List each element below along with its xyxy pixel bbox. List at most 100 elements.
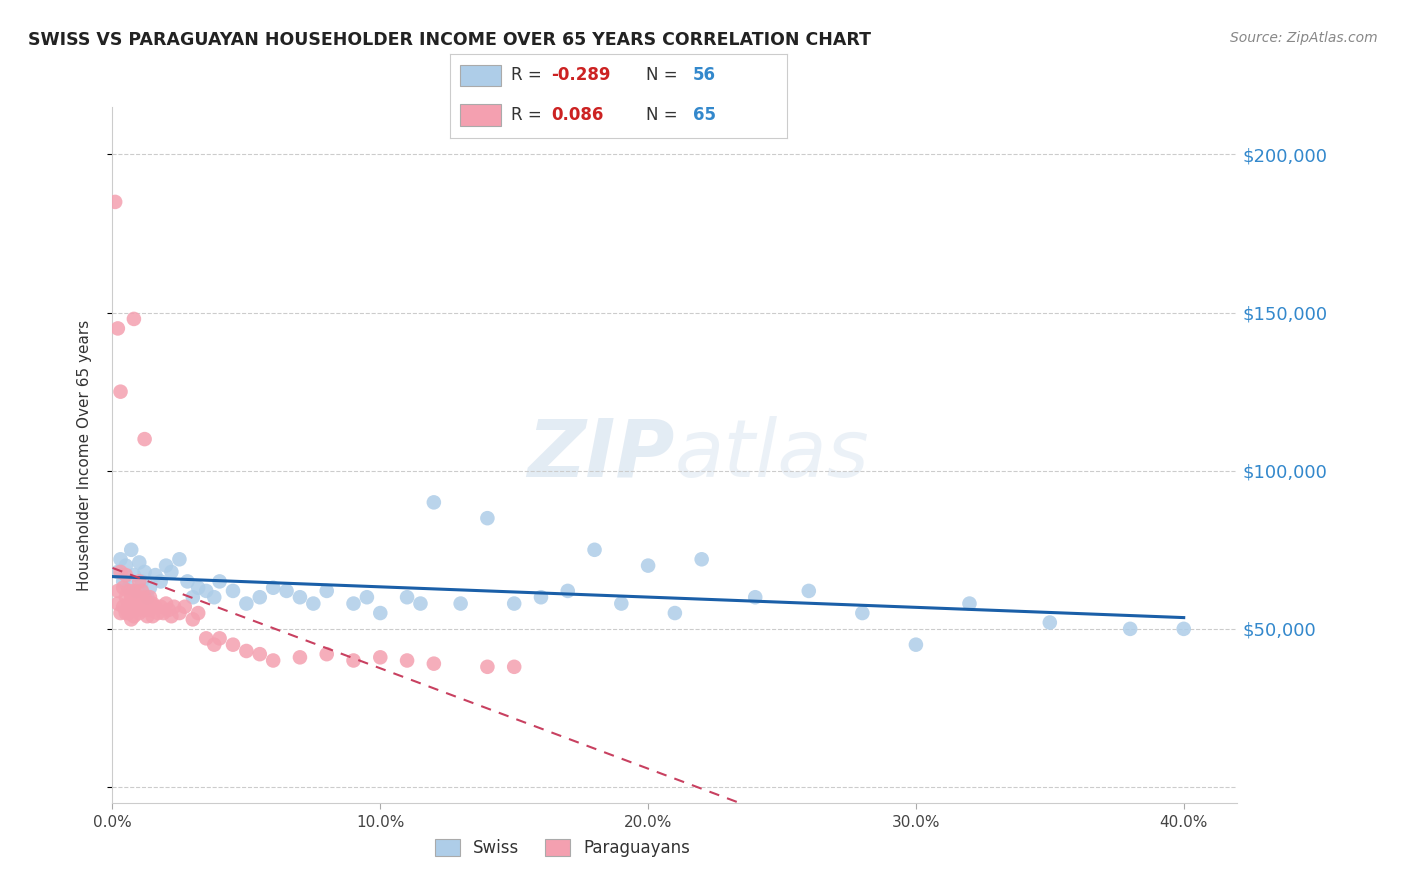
Swiss [235,597,257,611]
Swiss [851,606,873,620]
Paraguayans [169,606,191,620]
Paraguayans [136,609,159,624]
Text: Source: ZipAtlas.com: Source: ZipAtlas.com [1230,31,1378,45]
Paraguayans [139,591,162,605]
Paraguayans [503,660,526,674]
Swiss [222,583,245,598]
Swiss [128,556,150,570]
Swiss [122,568,145,582]
Paraguayans [142,609,165,624]
Text: -0.289: -0.289 [551,66,610,84]
Swiss [583,542,606,557]
Paraguayans [110,565,132,579]
Swiss [181,591,204,605]
Swiss [396,591,419,605]
Swiss [120,542,142,557]
Paraguayans [115,568,138,582]
Legend: Swiss, Paraguayans: Swiss, Paraguayans [429,832,696,864]
Swiss [288,591,311,605]
Swiss [276,583,298,598]
Paraguayans [122,597,145,611]
Paraguayans [131,597,153,611]
Swiss [117,581,139,595]
Text: N =: N = [645,66,682,84]
Swiss [1039,615,1062,630]
Swiss [368,606,391,620]
Swiss [249,591,271,605]
Paraguayans [195,632,218,646]
Paraguayans [155,597,177,611]
Text: 56: 56 [693,66,716,84]
Paraguayans [117,597,139,611]
Paraguayans [120,591,142,605]
Swiss [315,583,337,598]
Text: ZIP: ZIP [527,416,675,494]
Swiss [187,581,209,595]
Paraguayans [128,574,150,589]
Swiss [342,597,364,611]
Text: R =: R = [510,66,547,84]
Swiss [637,558,659,573]
Swiss [797,583,820,598]
Paraguayans [110,606,132,620]
Text: 0.086: 0.086 [551,106,603,124]
Swiss [112,574,135,589]
Paraguayans [315,647,337,661]
Text: SWISS VS PARAGUAYAN HOUSEHOLDER INCOME OVER 65 YEARS CORRELATION CHART: SWISS VS PARAGUAYAN HOUSEHOLDER INCOME O… [28,31,872,49]
Swiss [664,606,686,620]
Swiss [169,552,191,566]
Paraguayans [128,606,150,620]
Paraguayans [115,606,138,620]
Paraguayans [112,581,135,595]
Swiss [202,591,225,605]
Paraguayans [125,591,148,605]
Paraguayans [262,653,284,667]
Paraguayans [181,612,204,626]
Paraguayans [128,591,150,605]
Swiss [530,591,553,605]
Text: R =: R = [510,106,547,124]
Swiss [136,591,159,605]
Paraguayans [112,599,135,614]
Paraguayans [173,599,195,614]
Paraguayans [143,599,166,614]
Swiss [1119,622,1142,636]
Paraguayans [396,653,419,667]
Text: 65: 65 [693,106,716,124]
Swiss [610,597,633,611]
Swiss [143,568,166,582]
Swiss [450,597,472,611]
Paraguayans [202,638,225,652]
Swiss [176,574,198,589]
Swiss [139,581,162,595]
Swiss [503,597,526,611]
Swiss [149,574,172,589]
Swiss [131,574,153,589]
Paraguayans [120,612,142,626]
Swiss [110,552,132,566]
Swiss [195,583,218,598]
Paraguayans [107,321,129,335]
Paraguayans [477,660,499,674]
Paraguayans [110,384,132,399]
Swiss [134,565,156,579]
Paraguayans [136,597,159,611]
Paraguayans [134,603,156,617]
Swiss [409,597,432,611]
Swiss [904,638,927,652]
Paraguayans [208,632,231,646]
Swiss [208,574,231,589]
Paraguayans [120,599,142,614]
Paraguayans [122,583,145,598]
Paraguayans [122,609,145,624]
Paraguayans [131,583,153,598]
Swiss [160,565,183,579]
Paraguayans [342,653,364,667]
Swiss [107,565,129,579]
Swiss [115,558,138,573]
Paraguayans [122,312,145,326]
Swiss [302,597,325,611]
Paraguayans [117,583,139,598]
Paraguayans [146,606,169,620]
Paraguayans [104,194,127,209]
